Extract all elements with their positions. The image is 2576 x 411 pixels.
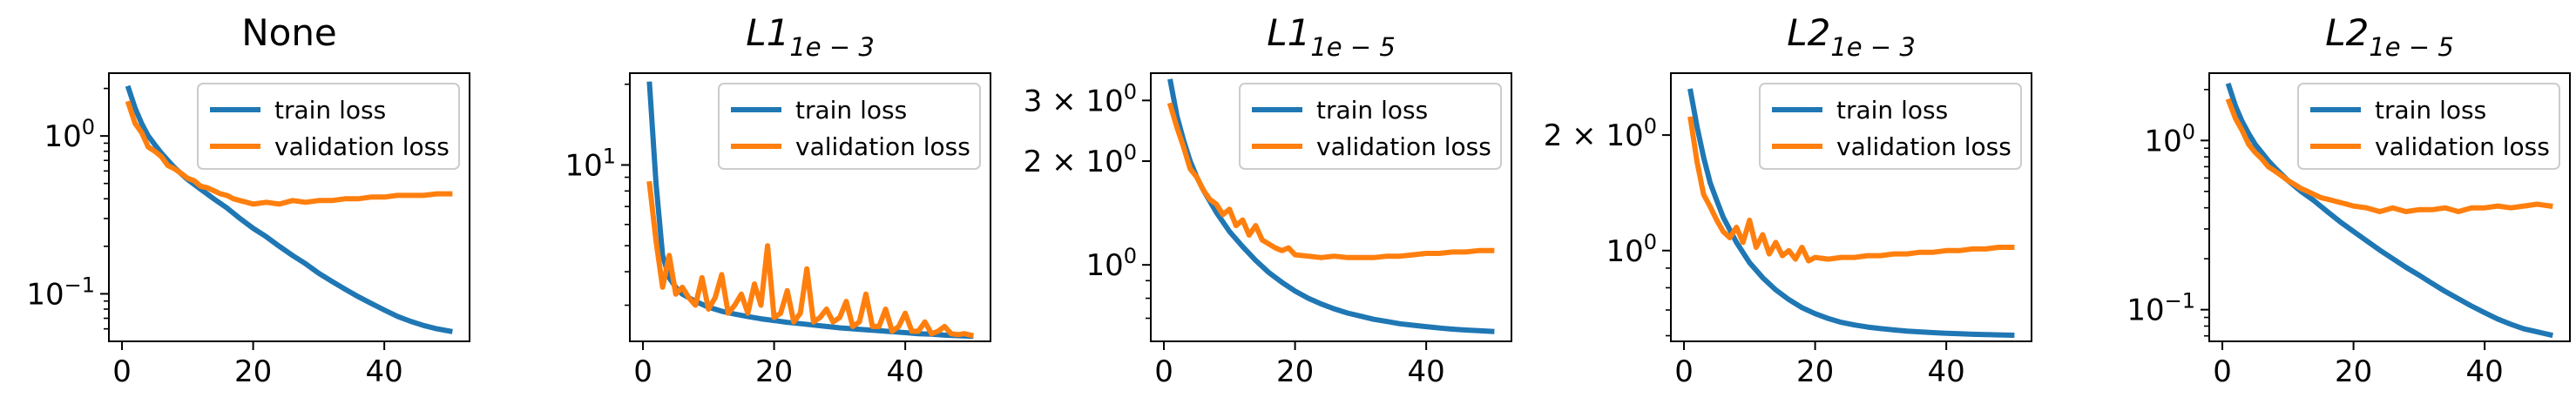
series-line-validation-loss — [1166, 102, 1495, 260]
y-tick-label: 2 × 100 — [1024, 140, 1137, 179]
legend-label: train loss — [1836, 96, 1948, 125]
x-tick-label: 40 — [887, 354, 924, 389]
x-tick-label: 0 — [1674, 354, 1694, 389]
y-tick-label: 100 — [44, 115, 95, 154]
y-tick-label: 10−1 — [2126, 289, 2195, 328]
axes-frame — [1670, 72, 2032, 342]
axes-frame — [1150, 72, 1512, 342]
legend-label: validation loss — [274, 132, 450, 161]
x-tick-label: 40 — [366, 354, 403, 389]
subplot-title: L11e − 3 — [746, 11, 875, 62]
legend-label: train loss — [1316, 96, 1428, 125]
x-tick-label: 20 — [1796, 354, 1834, 389]
legend: train loss validation loss — [2297, 83, 2560, 170]
x-tick-label: 40 — [1928, 354, 1965, 389]
legend-label: validation loss — [795, 132, 970, 161]
x-tick-label: 20 — [755, 354, 793, 389]
subplot-title: L11e − 5 — [1267, 11, 1396, 62]
x-tick-label: 0 — [2213, 354, 2232, 389]
series-line-train-loss — [125, 84, 453, 334]
legend-label: validation loss — [2375, 132, 2550, 161]
subplot-1: 0 20 40 100 10−1 None train loss validation los… — [26, 11, 470, 389]
subplot-5: 0 20 40 100 10−1 L21e − 5 train loss validation… — [2126, 11, 2571, 389]
y-tick-label: 100 — [2144, 119, 2195, 158]
legend: train loss validation loss — [1759, 83, 2022, 170]
y-tick-label: 2 × 100 — [1544, 114, 1657, 153]
axes-frame — [629, 72, 991, 342]
legend-label: validation loss — [1316, 132, 1491, 161]
y-tick-label: 100 — [1085, 244, 1137, 283]
x-tick-label: 40 — [1408, 354, 1445, 389]
x-tick-label: 0 — [112, 354, 132, 389]
series-line-train-loss — [2225, 82, 2553, 339]
x-tick-label: 20 — [234, 354, 272, 389]
x-tick-label: 0 — [1154, 354, 1173, 389]
axes-frame — [108, 72, 470, 342]
subplot-title: None — [241, 11, 337, 54]
x-tick-label: 0 — [633, 354, 652, 389]
x-tick-label: 40 — [2466, 354, 2504, 389]
series-line-validation-loss — [1687, 116, 2015, 264]
legend-label: train loss — [274, 96, 386, 125]
series-line-validation-loss — [125, 100, 453, 207]
subplot-3: 0 20 40 3 × 100 2 × 100 100 L11e − 5 train loss… — [1024, 11, 1512, 389]
y-tick-label: 3 × 100 — [1024, 79, 1137, 118]
y-tick-label: 100 — [1606, 230, 1657, 269]
x-tick-label: 20 — [2335, 354, 2372, 389]
legend: train loss validation loss — [718, 83, 981, 170]
x-tick-label: 20 — [1276, 354, 1314, 389]
series-line-validation-loss — [2225, 98, 2553, 214]
legend-label: train loss — [795, 96, 907, 125]
legend: train loss validation loss — [1239, 83, 1502, 170]
subplot-2: 0 20 40 101 L11e − 3 train loss validation los… — [565, 11, 991, 389]
series-line-validation-loss — [646, 180, 974, 339]
y-tick-label: 10−1 — [26, 273, 95, 312]
legend: train loss validation loss — [197, 83, 460, 170]
subplot-title: L21e − 3 — [1787, 11, 1916, 62]
subplot-title: L21e − 5 — [2325, 11, 2454, 62]
legend-label: validation loss — [1836, 132, 2011, 161]
subplot-4: 0 20 40 2 × 100 100 L21e − 3 train loss validat… — [1544, 11, 2032, 389]
y-tick-label: 101 — [565, 144, 616, 183]
series-line-train-loss — [1687, 88, 2015, 338]
legend-label: train loss — [2375, 96, 2486, 125]
